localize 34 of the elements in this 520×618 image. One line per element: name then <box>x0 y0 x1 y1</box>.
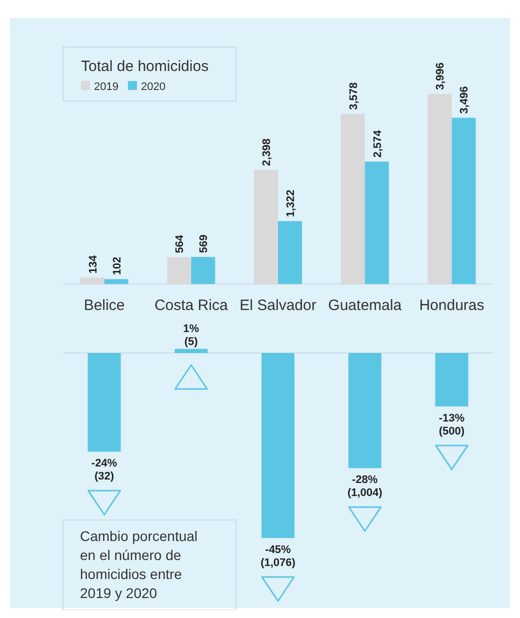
x-tick-label: El Salvador <box>240 297 316 314</box>
bar <box>278 221 302 284</box>
x-tick-label: Guatemala <box>328 297 402 314</box>
data-label: 1% (5) <box>183 322 200 348</box>
legend-label: 2019 <box>94 81 118 93</box>
bar <box>340 114 365 284</box>
bar <box>80 278 104 284</box>
data-label: 102 <box>111 256 124 276</box>
data-label: 3,996 <box>434 62 447 90</box>
data-label: 134 <box>87 254 100 274</box>
text: Cambio porcentual en el número de homicidios entre 2019 y 2020 <box>80 528 198 601</box>
data-label: 3,578 <box>348 82 360 110</box>
bar <box>104 279 128 284</box>
legend-label: 2020 <box>141 81 166 93</box>
bar <box>452 118 476 284</box>
data-label: 1,322 <box>285 190 297 218</box>
bar <box>191 256 216 284</box>
data-label: 2,398 <box>261 138 273 166</box>
data-label: 3,496 <box>458 86 471 114</box>
bar <box>167 257 192 284</box>
data-label: 2,574 <box>372 129 384 158</box>
data-label: 564 <box>174 234 186 254</box>
legend-title: Total de homicidios <box>81 58 209 75</box>
x-tick-label: Belice <box>84 297 125 314</box>
x-tick-label: Honduras <box>419 297 484 314</box>
bar <box>428 94 452 284</box>
data-label: -24% (32) <box>91 458 118 483</box>
data-label: -13% (500) <box>438 412 465 438</box>
bar <box>364 162 389 284</box>
data-label: 569 <box>198 234 210 253</box>
data-label: -45% (1,076) <box>260 544 296 569</box>
bar <box>254 170 278 284</box>
data-label: -28% (1,004) <box>347 474 383 500</box>
x-tick-label: Costa Rica <box>154 297 228 314</box>
